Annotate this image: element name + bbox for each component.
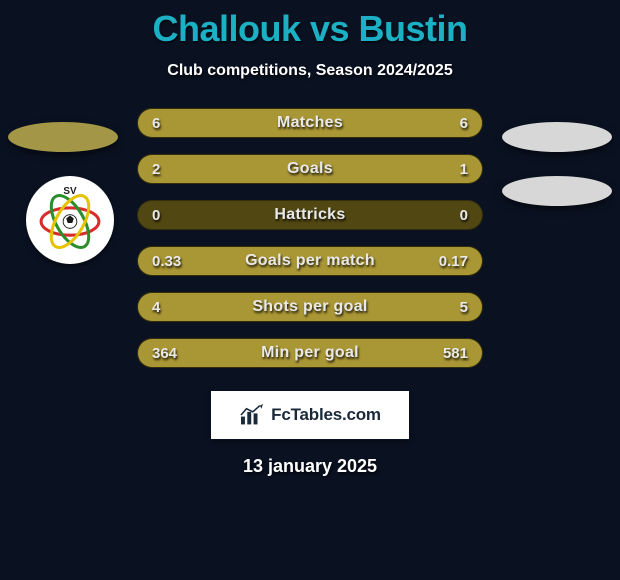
bar-right-value: 1 [460, 155, 468, 183]
player1-name: Challouk [152, 8, 300, 49]
bar-row: Goals2 1 [137, 154, 483, 184]
brand-chart-icon [239, 404, 265, 426]
bar-metric-label: Matches [138, 109, 482, 137]
bar-row: Shots per goal4 5 [137, 292, 483, 322]
bar-left-value: 6 [152, 109, 160, 137]
bar-row: Matches6 6 [137, 108, 483, 138]
bar-right-value: 0.17 [439, 247, 468, 275]
bar-metric-label: Shots per goal [138, 293, 482, 321]
bar-row: Goals per match0.33 0.17 [137, 246, 483, 276]
bar-right-value: 5 [460, 293, 468, 321]
bar-metric-label: Goals per match [138, 247, 482, 275]
brand-badge: FcTables.com [210, 390, 410, 440]
bar-metric-label: Hattricks [138, 201, 482, 229]
bar-left-value: 0.33 [152, 247, 181, 275]
brand-text: FcTables.com [271, 405, 381, 425]
bar-right-value: 6 [460, 109, 468, 137]
bar-left-value: 0 [152, 201, 160, 229]
date-text: 13 january 2025 [0, 456, 620, 477]
bar-left-value: 2 [152, 155, 160, 183]
bar-row: Hattricks0 0 [137, 200, 483, 230]
player2-name: Bustin [359, 8, 468, 49]
bar-metric-label: Goals [138, 155, 482, 183]
bar-left-value: 364 [152, 339, 177, 367]
bar-row: Min per goal364 581 [137, 338, 483, 368]
bar-left-value: 4 [152, 293, 160, 321]
comparison-chart: Matches6 6 Goals2 1 Hattricks0 0 Goals per mat… [65, 108, 555, 368]
bar-list: Matches6 6 Goals2 1 Hattricks0 0 Goals per mat… [137, 108, 483, 368]
bar-metric-label: Min per goal [138, 339, 482, 367]
page-title: Challouk vs Bustin [0, 0, 620, 50]
bar-right-value: 581 [443, 339, 468, 367]
subtitle: Club competitions, Season 2024/2025 [0, 62, 620, 80]
bar-right-value: 0 [460, 201, 468, 229]
vs-text: vs [310, 8, 349, 49]
